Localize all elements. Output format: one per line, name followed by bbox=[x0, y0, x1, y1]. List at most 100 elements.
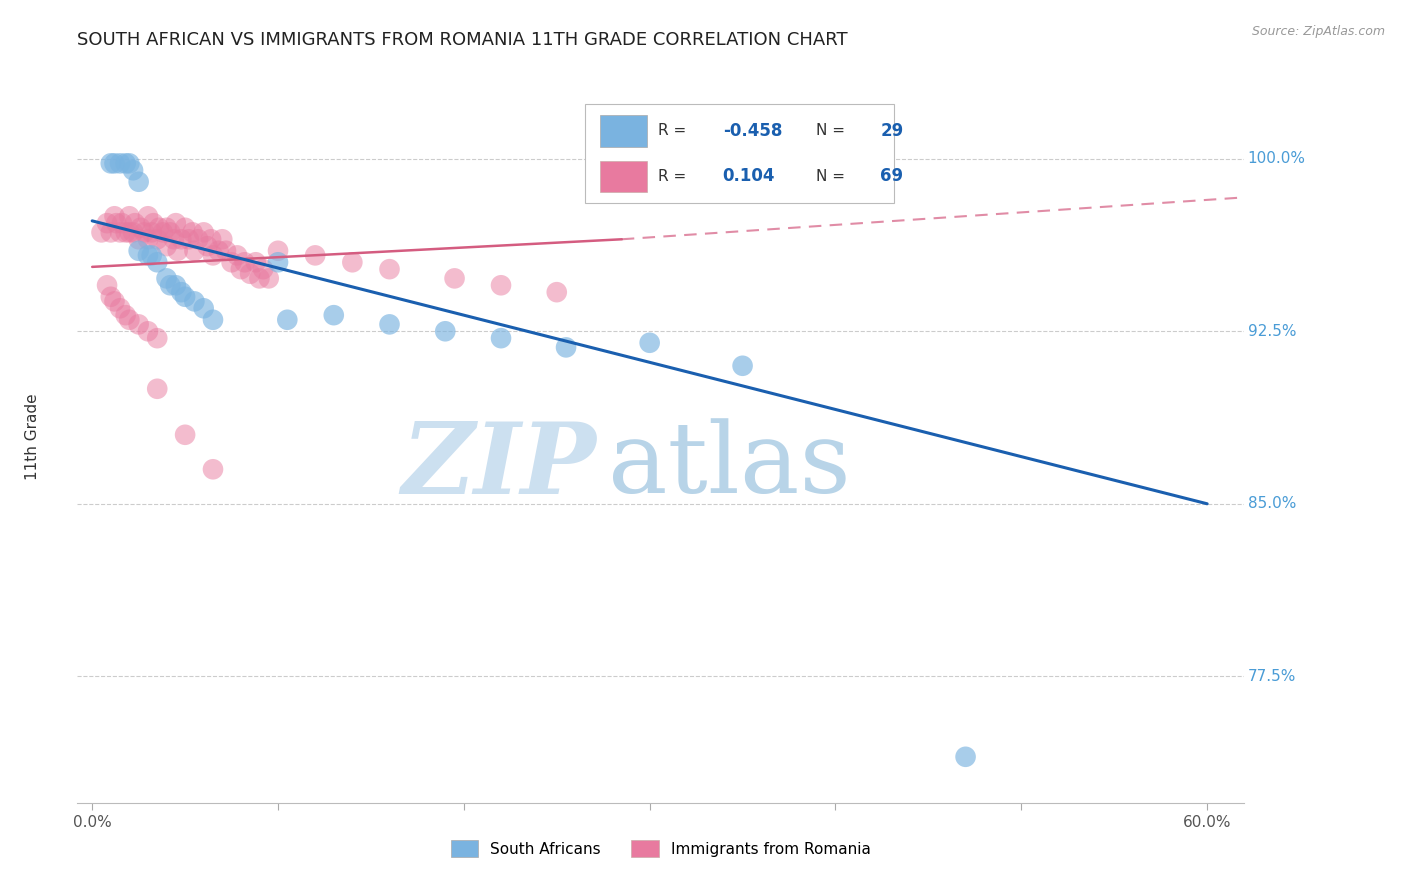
Point bbox=[165, 216, 187, 230]
Point bbox=[134, 226, 156, 240]
Point bbox=[128, 244, 150, 258]
Point bbox=[136, 232, 159, 246]
Point bbox=[322, 308, 344, 322]
Point bbox=[141, 226, 163, 240]
Point bbox=[170, 232, 193, 246]
Point bbox=[108, 156, 131, 170]
Point bbox=[100, 290, 122, 304]
Point bbox=[108, 301, 131, 316]
Text: 69: 69 bbox=[880, 168, 903, 186]
Text: 85.0%: 85.0% bbox=[1247, 496, 1296, 511]
Point bbox=[159, 226, 181, 240]
Point bbox=[124, 216, 146, 230]
Point bbox=[148, 220, 170, 235]
Point bbox=[155, 220, 177, 235]
Text: N =: N = bbox=[815, 123, 849, 138]
Point bbox=[90, 226, 112, 240]
Point bbox=[731, 359, 754, 373]
Point bbox=[201, 312, 224, 326]
Text: 0.104: 0.104 bbox=[723, 168, 775, 186]
Point bbox=[174, 427, 197, 442]
Point bbox=[111, 216, 134, 230]
Point bbox=[378, 318, 401, 332]
Text: 92.5%: 92.5% bbox=[1247, 324, 1296, 339]
Text: 29: 29 bbox=[880, 122, 904, 140]
Point bbox=[146, 331, 169, 345]
Point bbox=[201, 248, 224, 262]
Point bbox=[96, 278, 118, 293]
Point bbox=[103, 156, 125, 170]
Text: 77.5%: 77.5% bbox=[1247, 669, 1296, 684]
Point bbox=[233, 255, 256, 269]
Point bbox=[146, 232, 169, 246]
Point bbox=[215, 244, 238, 258]
Point bbox=[128, 175, 150, 189]
Point bbox=[100, 156, 122, 170]
Point bbox=[489, 331, 512, 345]
Point bbox=[955, 749, 977, 764]
FancyBboxPatch shape bbox=[585, 104, 894, 203]
Point bbox=[129, 220, 152, 235]
Point bbox=[200, 232, 222, 246]
Point bbox=[378, 262, 401, 277]
Text: -0.458: -0.458 bbox=[723, 122, 782, 140]
Text: R =: R = bbox=[658, 169, 692, 184]
Point bbox=[136, 248, 159, 262]
Point bbox=[166, 244, 188, 258]
Bar bbox=[600, 115, 647, 146]
Point bbox=[489, 278, 512, 293]
Point bbox=[193, 301, 215, 316]
Point bbox=[96, 216, 118, 230]
Point bbox=[118, 312, 141, 326]
Point bbox=[555, 340, 578, 354]
Point bbox=[136, 324, 159, 338]
Point bbox=[163, 232, 186, 246]
Point bbox=[183, 244, 205, 258]
Point bbox=[118, 156, 141, 170]
Point bbox=[159, 278, 181, 293]
Legend: South Africans, Immigrants from Romania: South Africans, Immigrants from Romania bbox=[443, 833, 879, 864]
Point bbox=[128, 232, 150, 246]
Point bbox=[239, 267, 262, 281]
Point bbox=[245, 255, 267, 269]
Point bbox=[211, 232, 233, 246]
Point bbox=[103, 294, 125, 309]
Point bbox=[229, 262, 252, 277]
Point bbox=[105, 216, 128, 230]
Point bbox=[174, 290, 197, 304]
Point bbox=[122, 226, 145, 240]
Point bbox=[197, 239, 219, 253]
Text: 100.0%: 100.0% bbox=[1247, 152, 1306, 166]
Point bbox=[108, 226, 131, 240]
Text: ZIP: ZIP bbox=[402, 418, 596, 515]
Point bbox=[177, 232, 200, 246]
Point bbox=[165, 278, 187, 293]
Point bbox=[128, 318, 150, 332]
Text: N =: N = bbox=[815, 169, 849, 184]
Point bbox=[201, 462, 224, 476]
Text: SOUTH AFRICAN VS IMMIGRANTS FROM ROMANIA 11TH GRADE CORRELATION CHART: SOUTH AFRICAN VS IMMIGRANTS FROM ROMANIA… bbox=[77, 31, 848, 49]
Point bbox=[152, 226, 174, 240]
Point bbox=[114, 156, 136, 170]
Point bbox=[122, 163, 145, 178]
Point bbox=[181, 226, 204, 240]
Point bbox=[142, 216, 165, 230]
Text: 11th Grade: 11th Grade bbox=[25, 393, 41, 481]
Point bbox=[114, 308, 136, 322]
Point bbox=[249, 271, 271, 285]
Point bbox=[193, 226, 215, 240]
Point bbox=[118, 209, 141, 223]
Point bbox=[155, 271, 177, 285]
Point bbox=[267, 255, 290, 269]
Point bbox=[146, 255, 169, 269]
Point bbox=[136, 209, 159, 223]
Bar bbox=[600, 161, 647, 192]
Point bbox=[638, 335, 661, 350]
Point bbox=[207, 244, 229, 258]
Point bbox=[221, 255, 243, 269]
Point bbox=[342, 255, 364, 269]
Point bbox=[141, 248, 163, 262]
Point bbox=[146, 382, 169, 396]
Point bbox=[434, 324, 457, 338]
Point bbox=[100, 226, 122, 240]
